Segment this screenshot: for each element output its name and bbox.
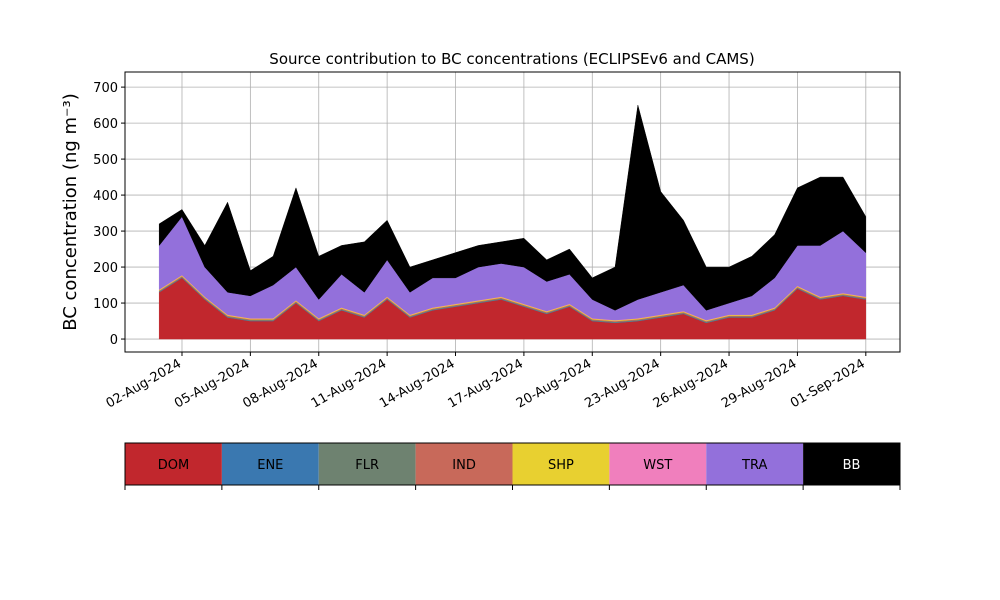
legend-label: BB — [843, 458, 861, 473]
x-tick-label: 14-Aug-2024 — [377, 356, 457, 411]
y-tick-label: 700 — [93, 81, 118, 96]
y-tick-label: 200 — [93, 261, 118, 276]
legend-swatch — [706, 443, 804, 485]
legend-swatch — [221, 443, 319, 485]
legend-label: FLR — [355, 458, 379, 473]
legend-swatch — [512, 443, 610, 485]
x-tick-label: 11-Aug-2024 — [309, 356, 389, 411]
legend-label: SHP — [548, 458, 574, 473]
legend-swatch — [318, 443, 416, 485]
plot-frame — [124, 71, 901, 353]
x-tick-label: 29-Aug-2024 — [719, 356, 799, 411]
legend-label: WST — [643, 458, 672, 473]
x-tick-label: 17-Aug-2024 — [446, 356, 526, 411]
y-tick-label: 300 — [93, 225, 118, 240]
y-tick-label: 500 — [93, 153, 118, 168]
y-tick-label: 400 — [93, 189, 118, 204]
legend-label: DOM — [158, 458, 189, 473]
area — [158, 105, 867, 311]
x-tick-label: 05-Aug-2024 — [172, 356, 252, 411]
x-tick-label: 26-Aug-2024 — [651, 356, 731, 411]
legend-label: ENE — [257, 458, 283, 473]
x-tick-label: 20-Aug-2024 — [514, 356, 594, 411]
x-tick-label: 01-Sep-2024 — [788, 356, 868, 411]
legend-swatch — [125, 443, 222, 485]
y-axis-label: BC concentration (ng m⁻³) — [60, 93, 81, 331]
legend-swatch — [609, 443, 707, 485]
legend-label: TRA — [741, 458, 767, 473]
legend-swatch — [415, 443, 513, 485]
legend-swatch — [803, 443, 900, 485]
x-tick-label: 02-Aug-2024 — [104, 356, 184, 411]
y-tick-label: 100 — [93, 297, 118, 312]
legend-label: IND — [452, 458, 476, 473]
chart-title: Source contribution to BC concentrations… — [269, 50, 754, 68]
x-tick-label: 08-Aug-2024 — [240, 356, 320, 411]
y-tick-label: 600 — [93, 117, 118, 132]
x-tick-label: 23-Aug-2024 — [582, 356, 662, 411]
y-tick-label: 0 — [110, 333, 118, 348]
